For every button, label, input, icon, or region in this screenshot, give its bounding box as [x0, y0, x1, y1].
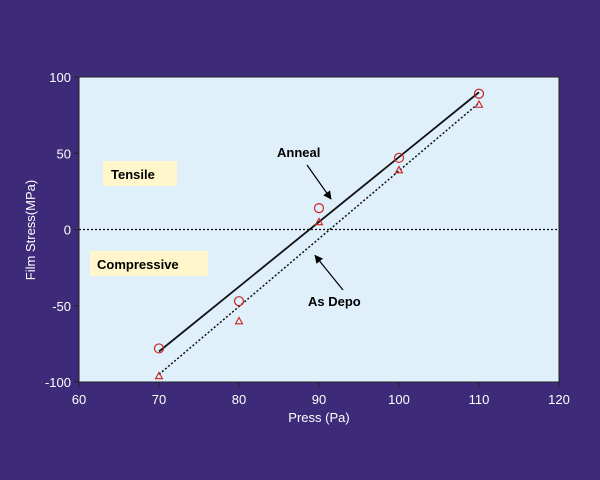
x-tick-label: 90	[312, 392, 326, 407]
x-tick-label: 120	[548, 392, 570, 407]
point-as-depo	[394, 165, 404, 174]
fit-line-anneal	[158, 91, 480, 353]
y-tick-label: 50	[57, 146, 71, 161]
x-tick-label: 100	[388, 392, 410, 407]
x-tick-label: 60	[72, 392, 86, 407]
tensile-label-box	[103, 161, 177, 186]
point-as-depo	[154, 371, 164, 380]
y-tick-label: -100	[45, 375, 71, 390]
tensile-label: Tensile	[111, 167, 155, 182]
point-as-depo	[234, 316, 244, 325]
y-axis-title: Film Stress(MPa)	[23, 180, 38, 280]
x-tick-label: 80	[232, 392, 246, 407]
axis-ticks: 60 70 80 90 100 110 120 -100 -50 0 50 100	[45, 70, 570, 407]
y-tick-label: 100	[49, 70, 71, 85]
data-points	[153, 88, 485, 380]
point-anneal	[313, 203, 325, 214]
point-as-depo	[314, 217, 324, 226]
point-anneal	[233, 296, 245, 307]
compressive-label-box	[90, 251, 208, 276]
y-tick-label: 0	[64, 223, 71, 238]
y-tick-label: -50	[52, 299, 71, 314]
fit-line-as-depo	[158, 102, 480, 375]
as-depo-arrow	[314, 254, 344, 291]
fit-lines	[158, 91, 480, 375]
x-axis-title: Press (Pa)	[288, 410, 349, 425]
point-anneal	[473, 88, 485, 99]
compressive-label: Compressive	[97, 257, 179, 272]
annotations: Tensile Compressive Anneal As Depo	[90, 145, 361, 309]
as-depo-label: As Depo	[308, 294, 361, 309]
x-tick-label: 110	[469, 392, 490, 407]
anneal-label: Anneal	[277, 145, 320, 160]
point-as-depo	[474, 99, 484, 108]
point-anneal	[153, 343, 165, 354]
anneal-arrow	[306, 164, 332, 200]
point-anneal	[393, 152, 405, 163]
x-tick-label: 70	[152, 392, 166, 407]
